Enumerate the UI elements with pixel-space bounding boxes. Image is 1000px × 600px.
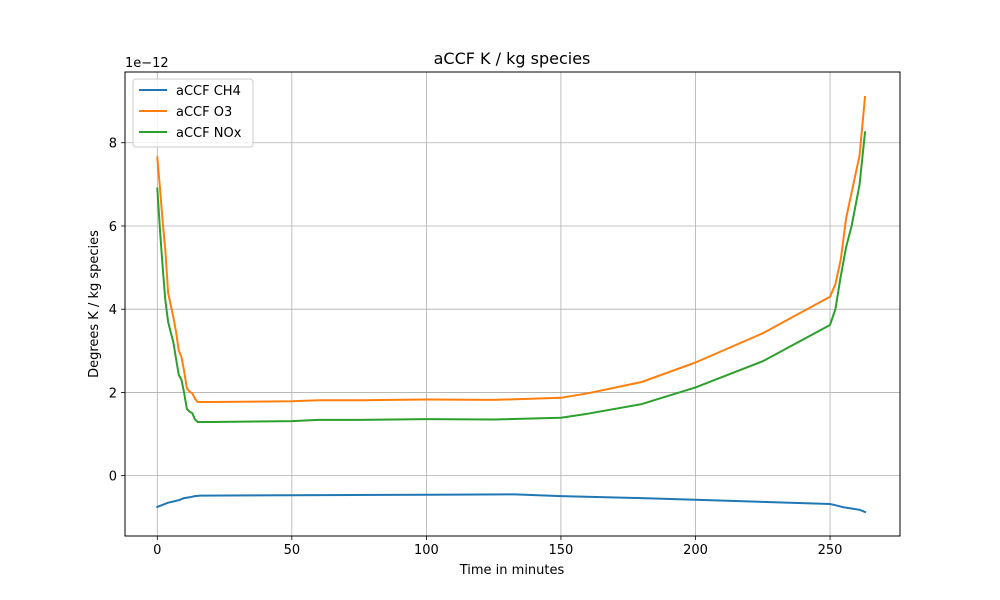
chart-title: aCCF K / kg species: [434, 49, 591, 68]
y-axis-ticks: 0 2 4 6 8: [109, 137, 125, 485]
legend-label-accf-o3: aCCF O3: [176, 105, 232, 120]
series-line-accf-o3: [156, 95, 867, 403]
x-tick-label: 50: [284, 543, 301, 558]
x-tick-label: 250: [818, 543, 843, 558]
y-axis-offset-label: 1e−12: [125, 56, 169, 71]
legend-label-accf-nox: aCCF NOx: [176, 126, 242, 141]
y-tick-label: 2: [109, 386, 117, 401]
x-tick-label: 0: [153, 543, 161, 558]
legend: aCCF CH4 aCCF O3 aCCF NOx: [132, 78, 254, 148]
y-tick-label: 6: [109, 220, 117, 235]
y-tick-label: 8: [109, 137, 117, 152]
series-line-accf-nox: [156, 131, 867, 423]
legend-box: [132, 78, 254, 148]
legend-label-accf-ch4: aCCF CH4: [176, 84, 241, 99]
x-tick-label: 100: [414, 543, 439, 558]
y-axis-label: Degrees K / kg species: [87, 230, 102, 378]
y-tick-label: 4: [109, 303, 117, 318]
series-lines: [156, 95, 867, 514]
x-tick-label: 200: [683, 543, 708, 558]
grid-lines: [125, 72, 900, 536]
series-line-accf-ch4: [156, 493, 867, 514]
x-axis-ticks: 0 50 100 150 200 250: [153, 536, 842, 558]
x-tick-label: 150: [549, 543, 574, 558]
y-tick-label: 0: [109, 470, 117, 485]
plot-frame: [124, 71, 901, 537]
x-axis-label: Time in minutes: [459, 563, 565, 578]
